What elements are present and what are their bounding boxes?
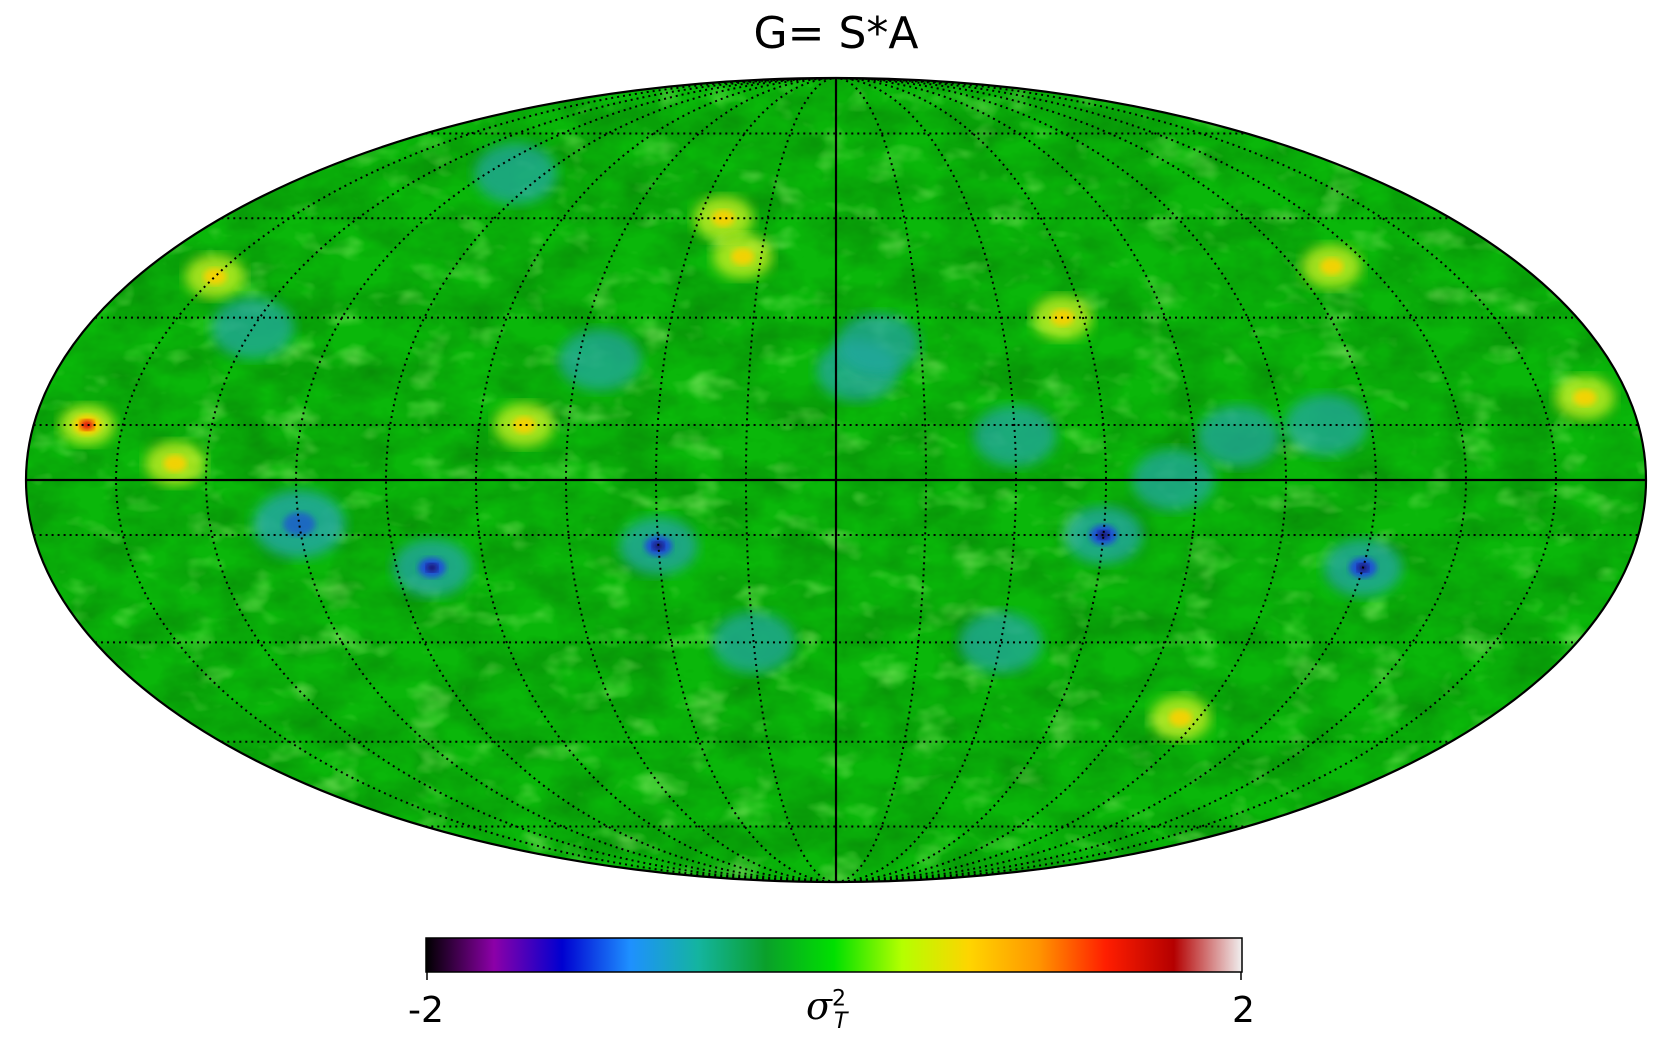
map-spot-cold xyxy=(959,611,1043,674)
colorbar-max-label: 2 xyxy=(1232,990,1255,1031)
map-spot-hot xyxy=(1573,389,1597,407)
graticule-meridian xyxy=(385,78,837,882)
map-spot-hot xyxy=(731,248,754,266)
graticule-meridian xyxy=(294,78,837,882)
mollweide-sky-map xyxy=(24,76,1648,884)
graticule-meridian xyxy=(835,78,1378,882)
map-spot-cold-strong xyxy=(283,512,316,536)
map-spot-hot xyxy=(512,416,536,434)
map-spot-cold-core xyxy=(426,563,438,572)
unit-superscript: 2 xyxy=(831,986,846,1012)
colorbar-gradient xyxy=(425,937,1243,973)
map-spot-cold xyxy=(211,297,295,359)
map-outline xyxy=(24,76,1648,884)
colorbar-min-label: -2 xyxy=(408,990,444,1031)
graticule-meridian xyxy=(565,78,837,882)
map-spot-cold xyxy=(474,142,558,205)
graticule-meridian xyxy=(835,78,1287,882)
colorbar-unit-label: σ2T xyxy=(806,984,847,1034)
map-spot-cold-core xyxy=(652,541,665,551)
map-spot-hot xyxy=(1320,258,1344,275)
map-spot-hot-strong xyxy=(80,419,94,431)
map-title: G= S*A xyxy=(753,8,919,59)
map-spot-cold xyxy=(558,329,642,391)
map-spot-hot xyxy=(163,455,187,472)
map-spot-cold xyxy=(836,313,920,375)
unit-symbol: σ xyxy=(806,984,832,1028)
map-spot-hot xyxy=(203,268,227,286)
map-spots xyxy=(59,142,1615,741)
map-spot-hot xyxy=(1169,709,1192,727)
colorbar xyxy=(425,937,1243,980)
map-spot-cold xyxy=(1197,405,1280,467)
map-spot-cold xyxy=(712,611,796,674)
unit-subscript: T xyxy=(833,1008,848,1034)
map-spot-cold xyxy=(1284,394,1368,456)
map-spot-hot xyxy=(711,209,735,227)
graticule-meridian xyxy=(835,78,1107,882)
